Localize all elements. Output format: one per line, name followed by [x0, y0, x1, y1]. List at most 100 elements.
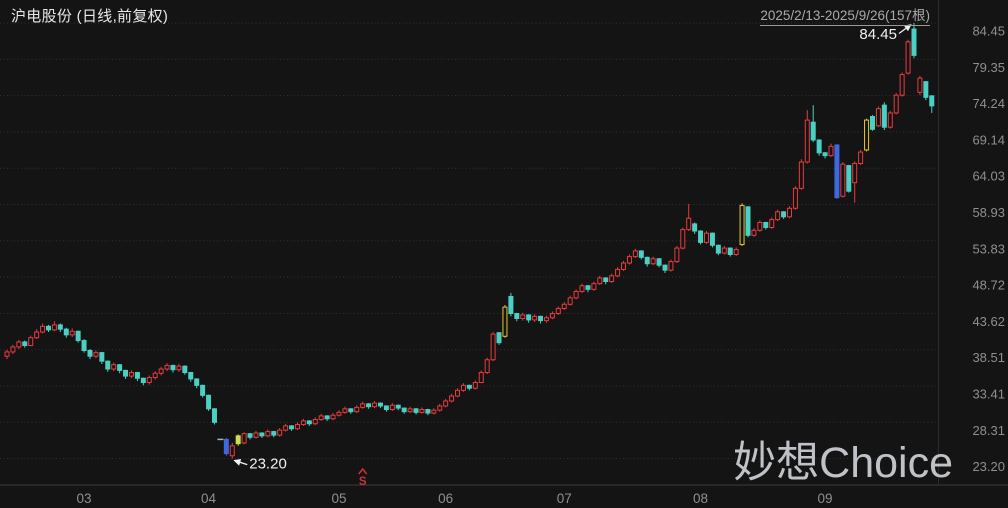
- candle-body: [425, 409, 431, 414]
- candle-body: [170, 364, 176, 371]
- y-axis-label: 38.51: [972, 350, 1005, 365]
- candle-body: [609, 275, 615, 283]
- candle-body: [289, 425, 295, 430]
- x-axis-label: 09: [818, 491, 833, 506]
- candles: [4, 23, 935, 459]
- candle-body: [117, 364, 123, 371]
- candle-body: [929, 95, 935, 107]
- high-annotation: 84.45: [859, 24, 912, 43]
- candle-body: [727, 247, 733, 255]
- candle-body: [229, 445, 235, 457]
- candle-body: [692, 223, 698, 232]
- candle-body: [585, 285, 591, 290]
- candle-body: [621, 262, 627, 270]
- y-axis-label: 84.45: [972, 24, 1005, 39]
- candle-body: [306, 420, 312, 425]
- candle-body: [336, 411, 342, 416]
- candle-body: [786, 207, 792, 218]
- candle-body: [354, 406, 360, 413]
- candle-body: [698, 230, 704, 243]
- candle-body: [881, 104, 887, 128]
- candle-body: [828, 145, 834, 157]
- candle-body: [419, 409, 425, 413]
- candle-body: [638, 250, 644, 258]
- candle-body: [538, 315, 544, 322]
- candle-body: [751, 229, 757, 236]
- candle-body: [543, 317, 549, 322]
- candle-body: [460, 384, 466, 391]
- candle-body: [111, 364, 117, 370]
- candle-body: [449, 395, 455, 402]
- candle-body: [715, 244, 721, 254]
- y-axis-label: 79.35: [972, 60, 1005, 75]
- candle-body: [792, 187, 798, 209]
- candle-body: [484, 359, 490, 374]
- chart-title: 沪电股份 (日线,前复权): [11, 8, 169, 25]
- candle-body: [721, 247, 727, 254]
- x-axis: 03 04 05 06 07 08 09: [77, 491, 833, 506]
- svg-text:23.20: 23.20: [249, 456, 287, 473]
- candle-body: [188, 372, 194, 380]
- date-range-link[interactable]: 2025/2/13-2025/9/26(157根): [760, 4, 930, 26]
- candle-body: [10, 346, 16, 353]
- candle-body: [579, 285, 585, 292]
- candle-body: [223, 438, 229, 455]
- candle-body: [57, 324, 63, 330]
- candle-body: [686, 217, 692, 231]
- candle-body: [431, 409, 437, 414]
- candle-body: [644, 256, 650, 265]
- candle-body: [413, 408, 419, 413]
- candle-body: [899, 74, 905, 96]
- candle-body: [555, 308, 561, 315]
- candle-body: [271, 431, 277, 436]
- candle-body: [194, 378, 200, 386]
- candle-body: [200, 384, 206, 396]
- candle-body: [514, 313, 520, 319]
- candle-body: [490, 333, 496, 361]
- candle-body: [508, 295, 514, 315]
- candle-body: [134, 372, 140, 379]
- y-axis-label: 23.20: [972, 459, 1005, 474]
- candle-body: [561, 303, 567, 310]
- candle-body: [917, 77, 923, 93]
- candle-body: [810, 121, 816, 141]
- candle-body: [152, 372, 158, 379]
- candle-body: [887, 112, 893, 128]
- candle-body: [34, 331, 40, 339]
- candle-body: [294, 423, 300, 430]
- candle-body: [211, 408, 217, 423]
- sell-signal-marker: S: [358, 467, 368, 488]
- candle-body: [852, 162, 858, 184]
- candle-body: [840, 163, 846, 197]
- candle-body: [324, 415, 330, 420]
- candle-body: [798, 161, 804, 189]
- candle-body: [253, 432, 259, 438]
- candle-body: [318, 415, 324, 420]
- candle-body: [858, 151, 864, 164]
- candle-body: [567, 297, 573, 305]
- x-axis-label: 07: [557, 491, 572, 506]
- candle-body: [478, 372, 484, 384]
- candle-body: [680, 229, 686, 249]
- candle-body: [763, 221, 769, 228]
- candle-body: [739, 204, 745, 246]
- candle-body: [591, 283, 597, 290]
- candle-body: [804, 119, 810, 163]
- y-axis-label: 33.41: [972, 386, 1005, 401]
- candle-body: [366, 403, 372, 408]
- candle-body: [455, 389, 461, 397]
- candle-body: [146, 377, 152, 384]
- candle-body: [383, 405, 389, 411]
- candle-body: [597, 277, 603, 285]
- candle-body: [549, 313, 555, 319]
- candle-body: [656, 258, 662, 266]
- candle-body: [816, 139, 822, 154]
- candle-body: [360, 403, 366, 408]
- y-axis-label: 69.14: [972, 132, 1005, 147]
- candle-body: [389, 404, 395, 411]
- candle-body: [81, 340, 87, 352]
- candle-body: [573, 290, 579, 299]
- candle-body: [348, 408, 354, 413]
- candle-body: [775, 211, 781, 221]
